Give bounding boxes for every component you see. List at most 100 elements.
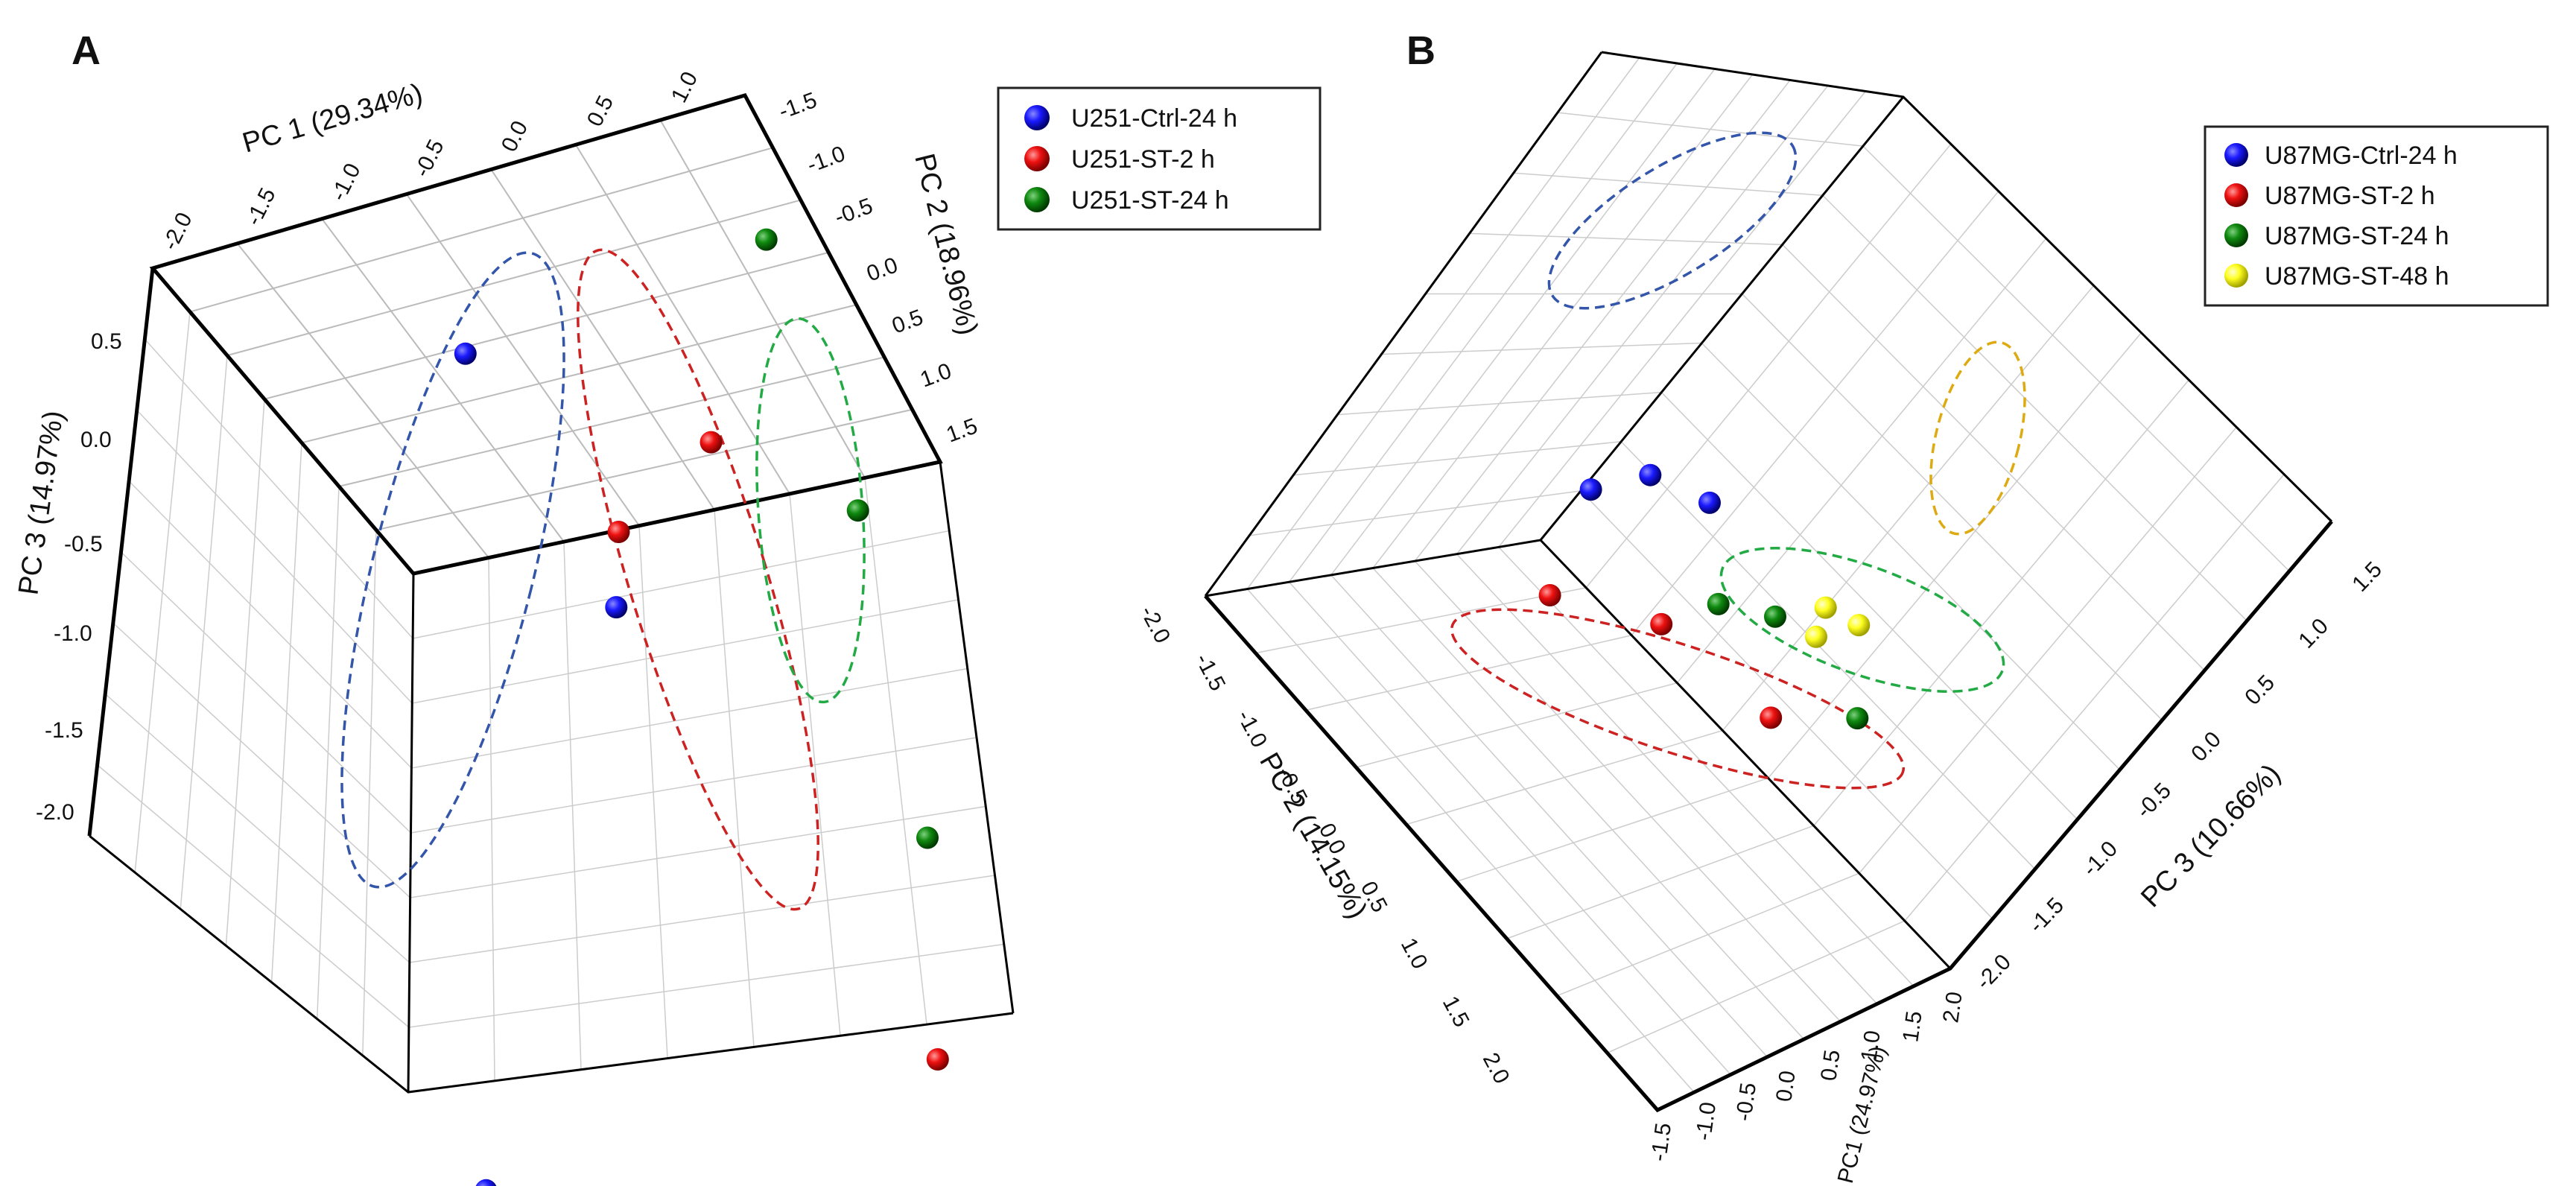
legend-entry: U87MG-ST-24 h xyxy=(2265,222,2449,250)
grid-line xyxy=(128,481,412,769)
grid-line xyxy=(1607,920,1906,1054)
grid-line xyxy=(1513,172,1823,196)
grid-line xyxy=(1767,332,2142,778)
tick-label: -1.5 xyxy=(1190,650,1230,695)
grid-line xyxy=(1246,589,1695,1093)
data-point xyxy=(1639,463,1662,486)
panel-b-legend: U87MG-Ctrl-24 h U87MG-ST-2 h U87MG-ST-24… xyxy=(2204,125,2549,307)
data-point xyxy=(846,499,869,522)
tick-label: -0.5 xyxy=(2131,778,2176,823)
tick-label: -2.0 xyxy=(1971,950,2016,995)
tick-label: 2.0 xyxy=(1938,990,1967,1024)
data-point xyxy=(755,228,778,251)
panel-a-inner-edge xyxy=(407,573,415,1093)
grid-line xyxy=(1782,244,2205,671)
panel-a-xlabel: PC 1 (29.34%) xyxy=(239,78,426,159)
data-point xyxy=(605,596,628,619)
grid-line xyxy=(1862,145,2290,572)
grid-line xyxy=(1246,57,1640,590)
legend-box xyxy=(997,86,1322,231)
grid-line xyxy=(1556,872,1860,997)
grid-line xyxy=(236,243,489,559)
legend-marker-green xyxy=(1024,187,1050,212)
tick-label: 0.0 xyxy=(497,117,533,156)
grid-line xyxy=(1381,342,1702,355)
legend-entry: U87MG-Ctrl-24 h xyxy=(2265,142,2458,170)
tick-label: -0.5 xyxy=(1731,1081,1761,1123)
data-point xyxy=(1579,478,1602,501)
tick-label: 0.0 xyxy=(80,428,112,452)
tick-label: 1.5 xyxy=(2347,557,2387,597)
grid-line xyxy=(412,599,959,704)
grid-line xyxy=(1330,574,1768,1058)
tick-label: 0.5 xyxy=(91,329,122,354)
legend-marker-red xyxy=(1024,146,1050,171)
grid-line xyxy=(1288,63,1678,583)
tick-label: -1.5 xyxy=(241,184,281,229)
panel-b-left-wall-top xyxy=(1204,51,1603,597)
panel-a-zlabel: PC 3 (14.97%) xyxy=(13,409,69,597)
grid-line xyxy=(1580,490,1993,919)
legend-marker-red xyxy=(2224,183,2248,207)
grid-line xyxy=(1330,69,1716,576)
tick-label: 0.5 xyxy=(2240,670,2280,710)
tick-label: -2.0 xyxy=(1135,602,1175,647)
legend-entry: U251-ST-2 h xyxy=(1071,145,1215,174)
panel-a-z-ticks: -2.0 -1.5 -1.0 -0.5 0.0 0.5 xyxy=(36,329,122,825)
data-point xyxy=(454,342,477,365)
grid-line xyxy=(1456,777,1768,883)
grid-line xyxy=(1701,343,2121,770)
grid-line xyxy=(1414,80,1791,562)
grid-line xyxy=(408,943,1004,1028)
panel-a-x-ticks: -2.0 -1.5 -1.0 -0.5 0.0 0.5 1.0 xyxy=(158,68,702,254)
cluster-ellipse-blue-b xyxy=(1547,131,1798,310)
tick-label: -1.0 xyxy=(1691,1100,1721,1142)
grid-line xyxy=(1305,635,1632,711)
data-point xyxy=(1707,592,1730,615)
grid-line xyxy=(575,144,790,495)
grid-line xyxy=(97,764,410,1028)
grid-line xyxy=(136,409,413,704)
panel-b: B -2.0 -1.5 -1.0 -0.5 0.0 0.5 1.0 1.5 2.… xyxy=(1135,28,2549,1186)
data-point xyxy=(1760,706,1783,729)
panel-b-diag xyxy=(1539,539,1952,970)
tick-label: 2.0 xyxy=(1478,1049,1514,1088)
panel-label-b: B xyxy=(1406,28,1435,73)
tick-label: 1.0 xyxy=(667,68,702,107)
tick-label: -0.5 xyxy=(831,194,876,230)
tick-label: -1.5 xyxy=(2024,893,2069,938)
legend-marker-blue xyxy=(2224,143,2248,167)
grid-line xyxy=(264,251,829,400)
panel-b-points xyxy=(1538,463,1871,730)
tick-label: -0.5 xyxy=(410,136,449,181)
tick-label: -0.5 xyxy=(64,532,103,556)
tick-label: 1.0 xyxy=(1856,1029,1885,1063)
grid-line xyxy=(1498,91,1866,548)
grid-line xyxy=(1742,293,2163,721)
grid-line xyxy=(226,199,802,357)
cluster-ellipse-red-b xyxy=(1450,608,1906,790)
grid-line xyxy=(1456,554,1878,1005)
grid-line xyxy=(112,622,411,898)
data-point xyxy=(1764,605,1786,628)
legend-entry: U87MG-ST-48 h xyxy=(2265,262,2449,291)
panel-b-x-ticks: -1.5 -1.0 -0.5 0.0 0.5 1.0 1.5 2.0 xyxy=(1646,990,1967,1163)
grid-line xyxy=(1414,560,1841,1022)
legend-marker-yellow xyxy=(2224,264,2248,288)
tick-label: -1.0 xyxy=(2078,837,2122,881)
tick-label: 0.5 xyxy=(1816,1048,1844,1082)
grid-line xyxy=(1813,379,2189,826)
grid-line xyxy=(410,805,986,898)
grid-line xyxy=(1904,474,2285,922)
panel-a-grid xyxy=(89,95,1014,1093)
tick-label: -1.0 xyxy=(54,621,92,646)
tick-label: -2.0 xyxy=(158,209,197,254)
tick-label: -1.0 xyxy=(326,159,366,205)
data-point xyxy=(1814,596,1837,619)
legend-marker-blue xyxy=(1024,105,1050,130)
panel-a-right-edge xyxy=(939,461,1015,1014)
panel-b-grid xyxy=(1205,51,2332,1111)
grid-line xyxy=(338,356,885,487)
panel-b-z-ticks: -2.0 -1.5 -1.0 -0.5 0.0 0.5 1.0 1.5 xyxy=(1971,557,2387,995)
grid-line xyxy=(1456,85,1829,555)
